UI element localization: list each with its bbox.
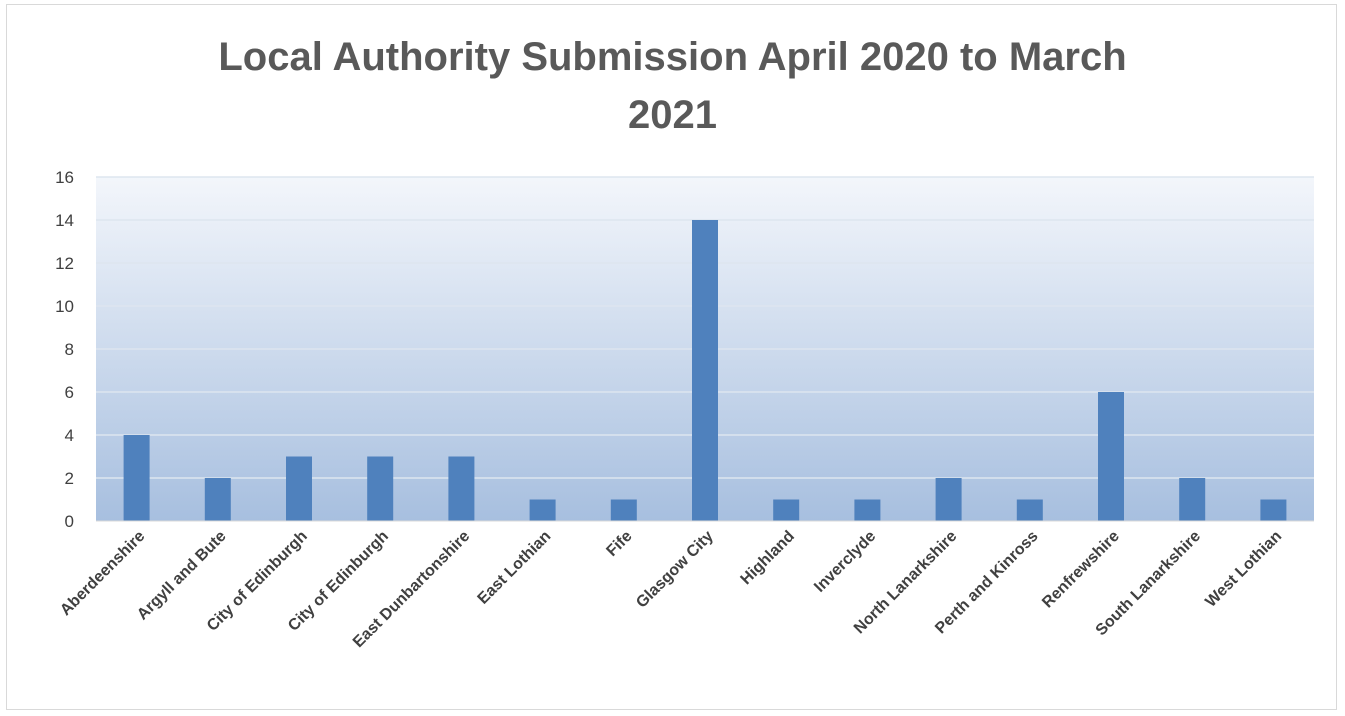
y-tick-label: 12 xyxy=(55,254,74,273)
x-category-label: Fife xyxy=(603,528,635,560)
x-category-label: Aberdeenshire xyxy=(57,528,148,619)
bar xyxy=(529,499,556,521)
y-axis-ticks: 0 2 4 6 8 10 12 14 16 xyxy=(55,168,74,531)
chart-title-line-1: Local Authority Submission April 2020 to… xyxy=(218,35,1127,79)
y-tick-label: 4 xyxy=(65,426,74,445)
bar xyxy=(935,478,962,521)
bar xyxy=(854,499,881,521)
chart-title: Local Authority Submission April 2020 to… xyxy=(0,28,1345,144)
x-category-label: West Lothian xyxy=(1202,528,1285,611)
bar xyxy=(610,499,637,521)
x-category-label: Renfrewshire xyxy=(1039,528,1123,612)
y-tick-label: 8 xyxy=(65,340,74,359)
x-category-label: Inverclyde xyxy=(811,528,879,596)
y-tick-label: 14 xyxy=(55,211,74,230)
y-tick-label: 10 xyxy=(55,297,74,316)
y-tick-label: 0 xyxy=(65,512,74,531)
bar xyxy=(123,435,150,521)
bar xyxy=(204,478,231,521)
bar xyxy=(1179,478,1206,521)
bar xyxy=(692,220,718,521)
y-tick-label: 6 xyxy=(65,383,74,402)
bar xyxy=(1098,392,1124,521)
bar xyxy=(1016,499,1043,521)
chart-title-line-2: 2021 xyxy=(628,93,717,137)
x-category-label: East Lothian xyxy=(475,528,555,608)
y-tick-label: 16 xyxy=(55,168,74,187)
bar xyxy=(448,456,475,521)
bar xyxy=(1260,499,1287,521)
x-category-label: Glasgow City xyxy=(633,528,717,612)
bars xyxy=(123,220,1287,521)
bar xyxy=(367,456,394,521)
bar xyxy=(773,499,800,521)
y-tick-label: 2 xyxy=(65,469,74,488)
x-category-label: Argyll and Bute xyxy=(134,528,230,624)
bar xyxy=(286,456,312,521)
x-category-label: Highland xyxy=(738,528,798,588)
